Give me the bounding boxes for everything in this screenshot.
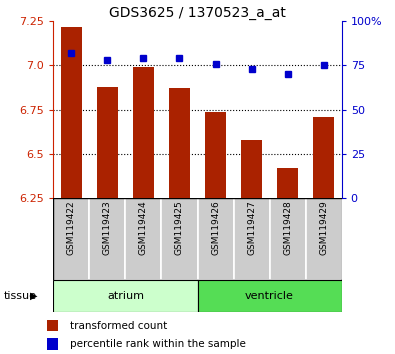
Text: percentile rank within the sample: percentile rank within the sample — [70, 339, 246, 349]
Bar — [53, 198, 89, 280]
Text: GSM119425: GSM119425 — [175, 201, 184, 256]
Text: GSM119424: GSM119424 — [139, 201, 148, 255]
Text: GSM119423: GSM119423 — [103, 201, 112, 256]
Text: ▶: ▶ — [30, 291, 37, 301]
Text: GSM119426: GSM119426 — [211, 201, 220, 256]
Bar — [198, 280, 342, 312]
Bar — [47, 338, 58, 350]
Text: tissue: tissue — [4, 291, 37, 301]
Bar — [233, 198, 270, 280]
Bar — [277, 168, 299, 198]
Title: GDS3625 / 1370523_a_at: GDS3625 / 1370523_a_at — [109, 6, 286, 20]
Bar — [133, 67, 154, 198]
Bar — [89, 198, 126, 280]
Bar — [53, 280, 198, 312]
Bar — [60, 27, 82, 198]
Text: GSM119428: GSM119428 — [283, 201, 292, 256]
Bar — [126, 198, 162, 280]
Bar — [198, 198, 233, 280]
Text: transformed count: transformed count — [70, 321, 167, 331]
Bar — [162, 198, 198, 280]
Text: GSM119429: GSM119429 — [319, 201, 328, 256]
Bar — [270, 198, 306, 280]
Bar — [306, 198, 342, 280]
Bar — [241, 140, 262, 198]
Text: ventricle: ventricle — [245, 291, 294, 301]
Bar — [313, 117, 335, 198]
Bar — [205, 112, 226, 198]
Text: atrium: atrium — [107, 291, 144, 301]
Text: GSM119427: GSM119427 — [247, 201, 256, 256]
Bar — [97, 87, 118, 198]
Bar — [47, 320, 58, 331]
Text: GSM119422: GSM119422 — [67, 201, 76, 255]
Bar — [169, 88, 190, 198]
